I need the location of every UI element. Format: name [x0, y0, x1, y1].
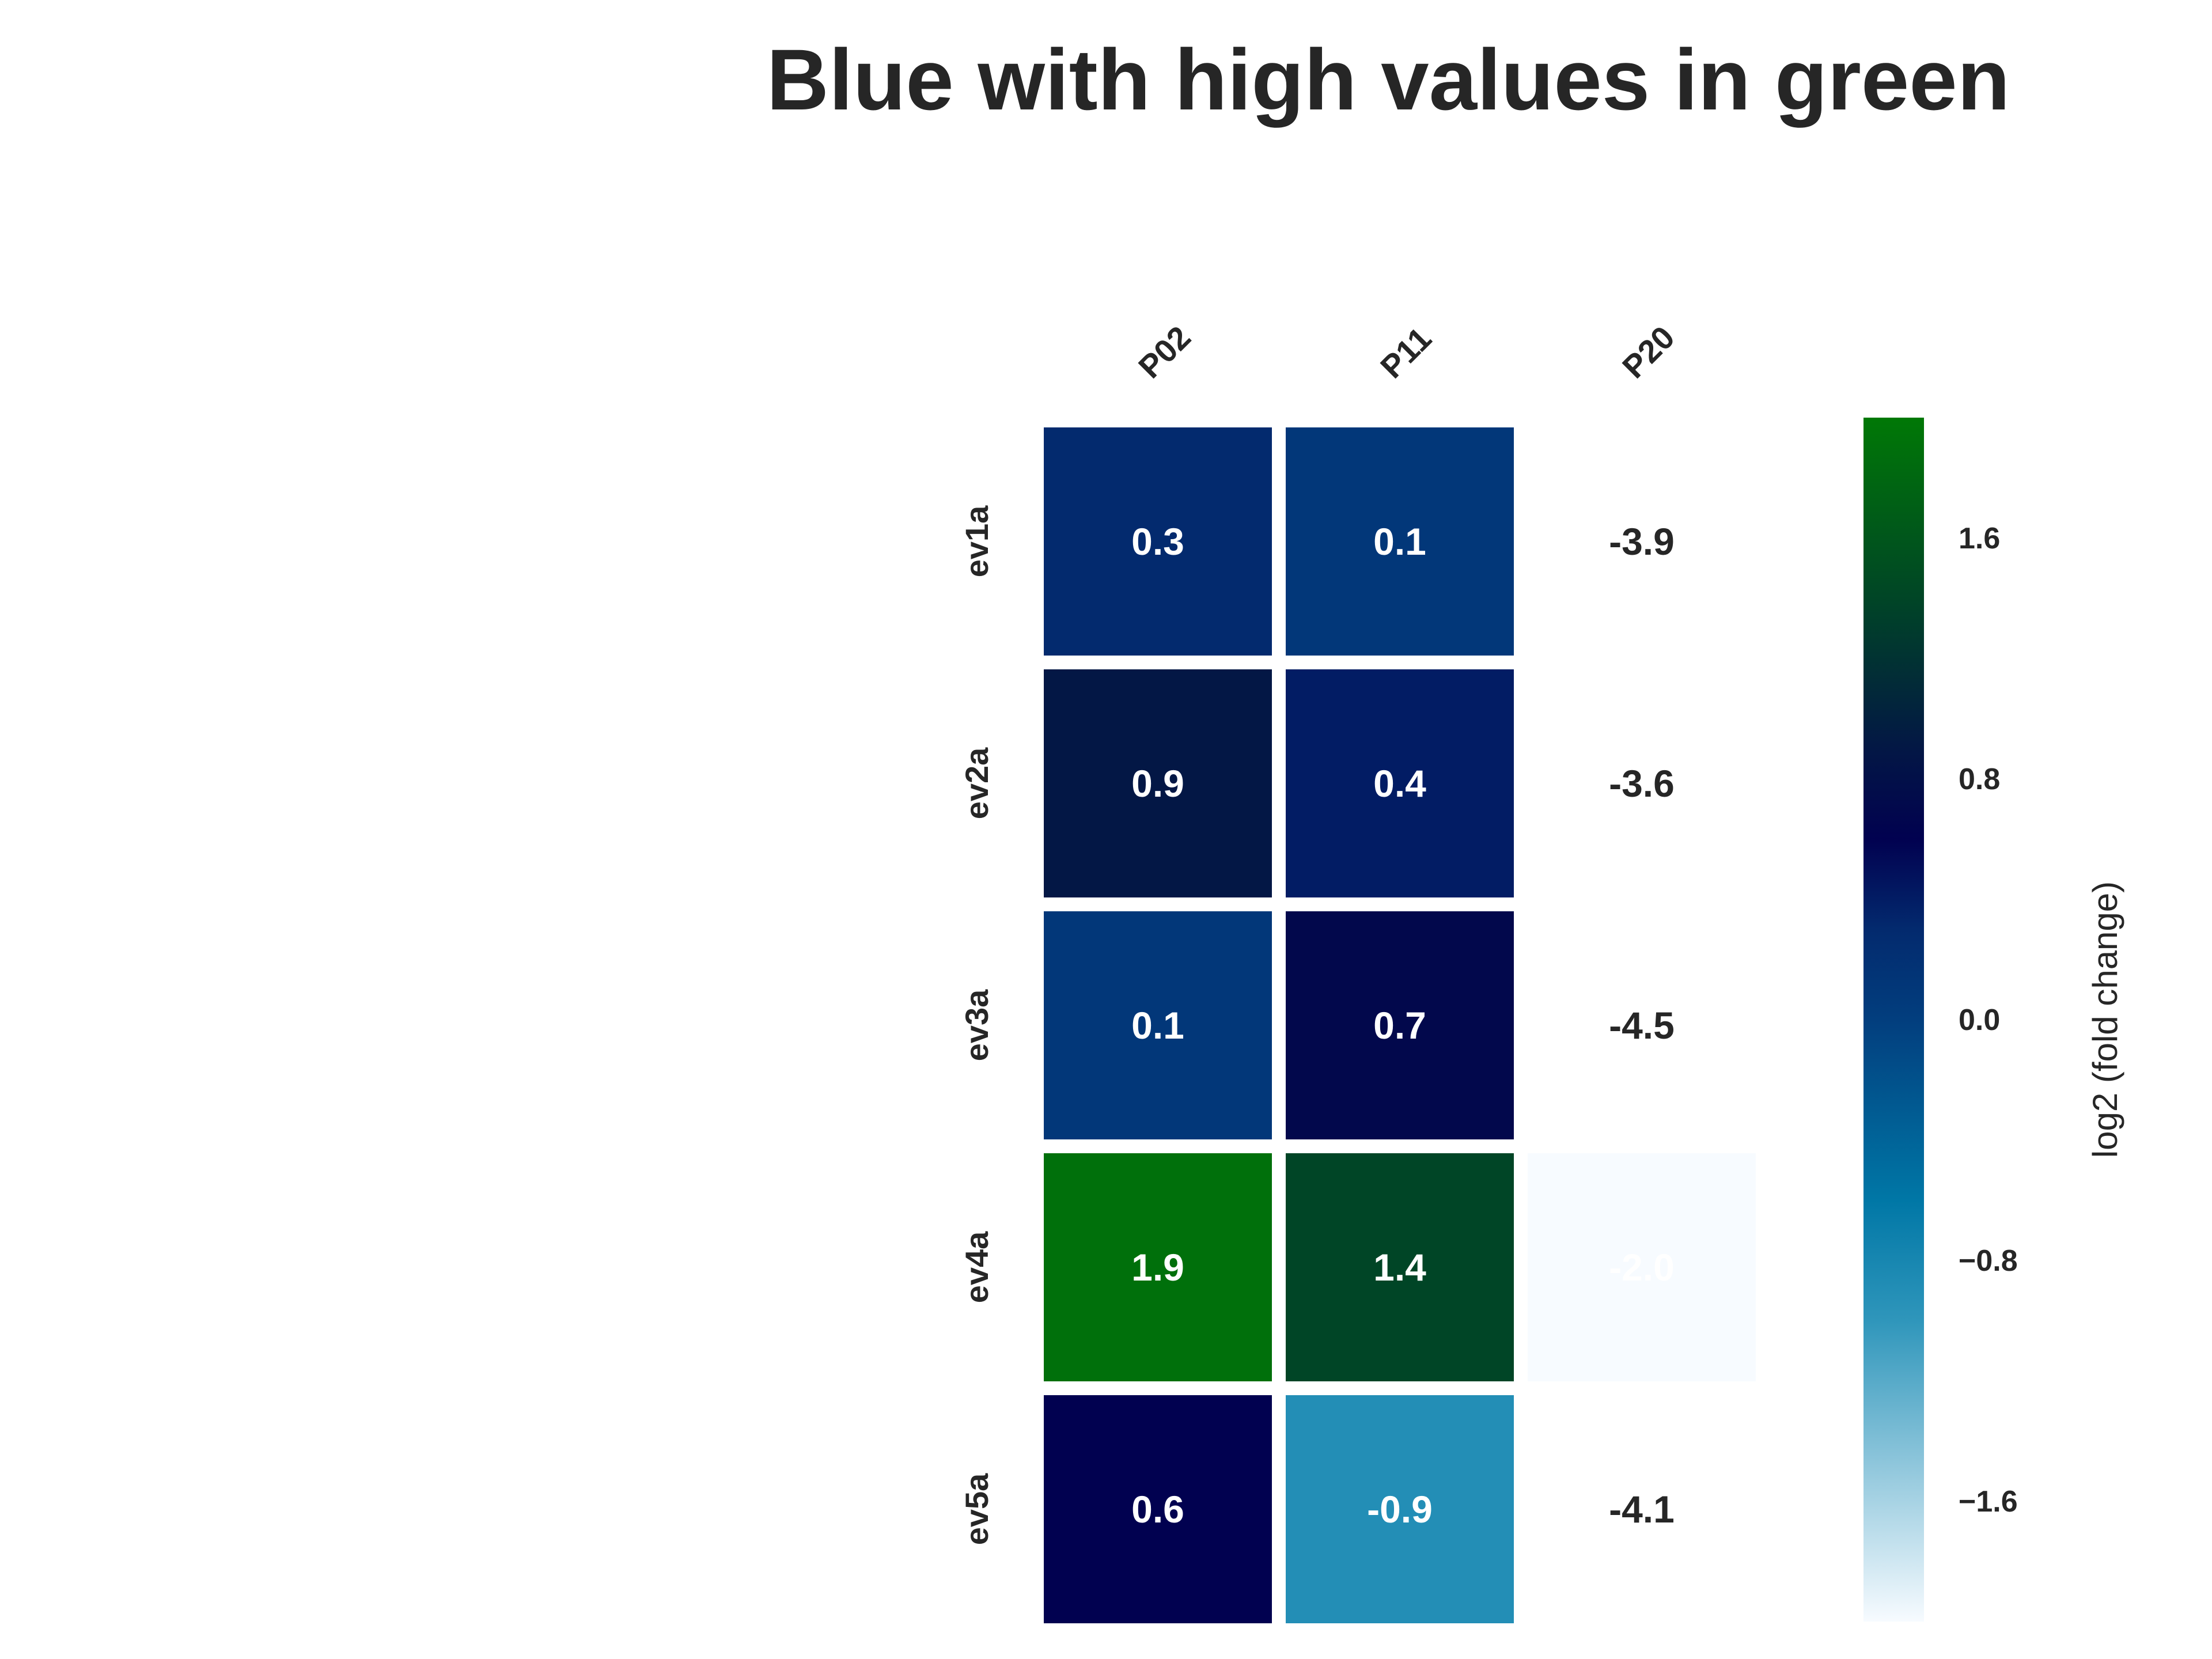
heatmap-cell-ev3a-P02 [1044, 911, 1272, 1139]
colorbar-tick-label: −0.8 [1959, 1244, 2018, 1278]
heatmap-cell-ev5a-P11 [1286, 1395, 1514, 1623]
heatmap-cell-ev2a-P20 [1528, 669, 1756, 897]
cell-value-label: 1.9 [1131, 1246, 1184, 1289]
colorbar-label: log2 (fold change) [2086, 881, 2124, 1158]
column-labels: P02 P11 P20 [1131, 319, 1681, 385]
cell-value-label: 0.1 [1131, 1004, 1184, 1047]
heatmap-cell-ev4a-P20 [1528, 1153, 1756, 1381]
heatmap-cell-ev3a-P11 [1286, 911, 1514, 1139]
row-labels: ev1a ev2a ev3a ev4a ev5a [959, 505, 995, 1545]
column-label-P02: P02 [1131, 319, 1198, 385]
cell-value-label: 0.4 [1373, 762, 1426, 805]
cell-value-label: -2.0 [1609, 1246, 1675, 1289]
colorbar-tick-label: 0.8 [1959, 763, 2000, 796]
row-label-ev1a: ev1a [959, 505, 995, 577]
row-label-ev3a: ev3a [959, 989, 995, 1061]
heatmap-cells: 0.3 0.1 -3.9 0.9 0.4 -3.6 0.1 0.7 -4.5 1.9 1.4 -2.0… [1044, 427, 1756, 1623]
cell-value-label: -3.9 [1609, 520, 1675, 563]
colorbar-tick-label: −1.6 [1959, 1485, 2018, 1518]
cell-value-label: 1.4 [1373, 1246, 1426, 1289]
row-label-ev2a: ev2a [959, 747, 995, 819]
heatmap-cell-ev2a-P11 [1286, 669, 1514, 897]
cell-value-label: 0.1 [1373, 520, 1426, 563]
cell-value-label: -4.5 [1609, 1004, 1675, 1047]
heatmap-cell-ev1a-P20 [1528, 427, 1756, 656]
column-label-P11: P11 [1373, 320, 1438, 385]
colorbar-tick-label: 1.6 [1959, 522, 2000, 555]
cell-value-label: -0.9 [1367, 1488, 1433, 1531]
heatmap-cell-ev4a-P02 [1044, 1153, 1272, 1381]
colorbar-gradient [1863, 418, 1924, 1622]
heatmap-cell-ev5a-P02 [1044, 1395, 1272, 1623]
chart-title: Blue with high values in green [767, 31, 2010, 128]
heatmap-cell-ev3a-P20 [1528, 911, 1756, 1139]
column-label-P20: P20 [1615, 319, 1681, 385]
row-label-ev4a: ev4a [959, 1231, 995, 1303]
row-label-ev5a: ev5a [959, 1473, 995, 1545]
colorbar: 1.6 0.8 0.0 −0.8 −1.6 log2 (fold change) [1863, 418, 2124, 1622]
cell-value-label: -3.6 [1609, 762, 1675, 805]
heatmap-cell-ev1a-P02 [1044, 427, 1272, 656]
cell-value-label: 0.9 [1131, 762, 1184, 805]
cell-value-label: 0.3 [1131, 520, 1184, 563]
cell-value-label: -4.1 [1609, 1488, 1675, 1531]
cell-value-label: 0.6 [1131, 1488, 1184, 1531]
heatmap-cell-ev1a-P11 [1286, 427, 1514, 656]
heatmap-cell-ev2a-P02 [1044, 669, 1272, 897]
heatmap-cell-ev4a-P11 [1286, 1153, 1514, 1381]
heatmap-cell-ev5a-P20 [1528, 1395, 1756, 1623]
cell-value-label: 0.7 [1373, 1004, 1426, 1047]
colorbar-tick-label: 0.0 [1959, 1003, 2000, 1037]
